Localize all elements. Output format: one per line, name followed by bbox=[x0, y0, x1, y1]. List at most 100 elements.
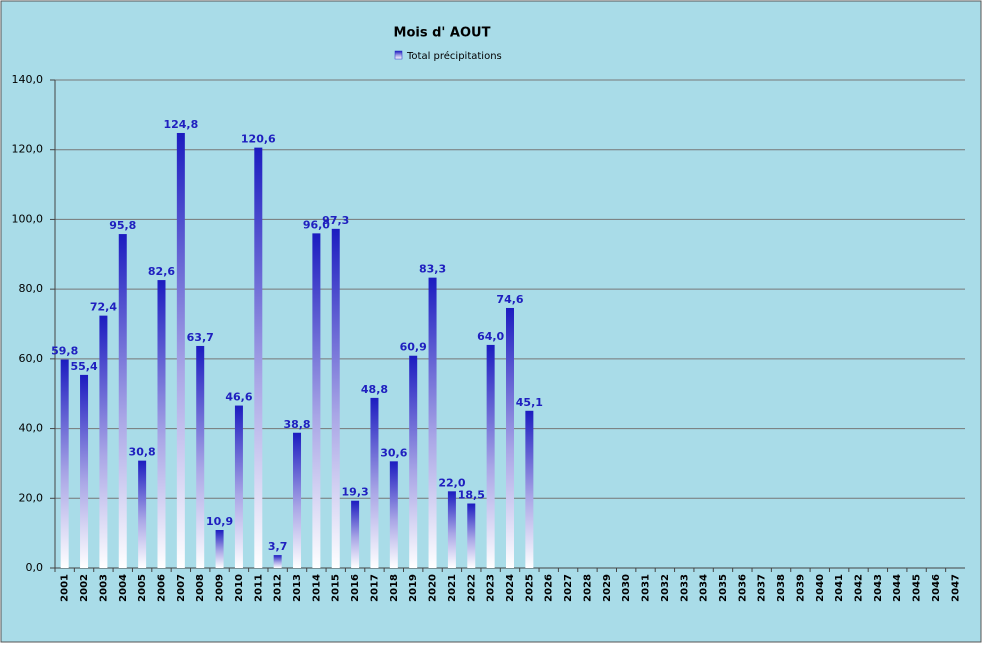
y-tick-label: 100,0 bbox=[12, 212, 44, 225]
bar bbox=[254, 147, 263, 568]
value-label: 46,6 bbox=[225, 391, 252, 404]
x-tick-label: 2007 bbox=[176, 574, 187, 602]
x-tick-label: 2024 bbox=[505, 574, 516, 602]
value-label: 74,6 bbox=[496, 293, 523, 306]
bar bbox=[312, 233, 321, 568]
x-tick-label: 2031 bbox=[641, 574, 652, 602]
value-label: 19,3 bbox=[342, 486, 369, 499]
y-tick-label: 80,0 bbox=[19, 282, 44, 295]
x-tick-label: 2003 bbox=[98, 574, 109, 602]
bar bbox=[467, 503, 476, 568]
x-tick-label: 2046 bbox=[931, 574, 942, 602]
y-tick-label: 20,0 bbox=[19, 491, 44, 504]
x-tick-label: 2039 bbox=[795, 574, 806, 602]
x-tick-label: 2019 bbox=[408, 574, 419, 602]
y-tick-label: 120,0 bbox=[12, 143, 44, 156]
x-tick-label: 2029 bbox=[602, 574, 613, 602]
legend-label: Total précipitations bbox=[406, 50, 502, 62]
bar bbox=[293, 432, 302, 568]
value-label: 63,7 bbox=[187, 331, 214, 344]
value-label: 82,6 bbox=[148, 265, 175, 278]
value-label: 18,5 bbox=[458, 489, 485, 502]
bar bbox=[99, 315, 108, 568]
value-label: 120,6 bbox=[241, 133, 276, 146]
value-label: 48,8 bbox=[361, 383, 388, 396]
value-label: 55,4 bbox=[70, 360, 97, 373]
x-tick-label: 2036 bbox=[737, 574, 748, 602]
bar bbox=[60, 359, 69, 568]
y-tick-label: 40,0 bbox=[19, 422, 44, 435]
x-tick-label: 2001 bbox=[60, 574, 71, 602]
value-label: 96,0 bbox=[303, 218, 330, 231]
x-tick-label: 2021 bbox=[447, 574, 458, 602]
x-tick-label: 2035 bbox=[718, 574, 729, 602]
value-label: 45,1 bbox=[516, 396, 543, 409]
x-tick-label: 2005 bbox=[137, 574, 148, 602]
bar bbox=[370, 397, 379, 568]
x-tick-label: 2013 bbox=[292, 574, 303, 602]
value-label: 72,4 bbox=[90, 301, 117, 314]
bar bbox=[506, 307, 514, 568]
x-tick-label: 2020 bbox=[428, 574, 439, 602]
bar bbox=[409, 355, 418, 568]
value-label: 10,9 bbox=[206, 515, 233, 528]
bar bbox=[118, 234, 127, 568]
value-label: 60,9 bbox=[400, 341, 427, 354]
x-tick-label: 2038 bbox=[776, 574, 787, 602]
x-tick-label: 2023 bbox=[486, 574, 497, 602]
x-tick-label: 2002 bbox=[79, 574, 90, 602]
value-label: 95,8 bbox=[109, 219, 136, 232]
value-label: 124,8 bbox=[163, 118, 198, 131]
bar bbox=[331, 228, 340, 568]
value-label: 30,8 bbox=[129, 446, 156, 459]
x-tick-label: 2011 bbox=[253, 574, 264, 602]
bar bbox=[428, 277, 437, 568]
bar bbox=[138, 460, 147, 568]
value-label: 59,8 bbox=[51, 345, 78, 358]
x-tick-label: 2047 bbox=[950, 574, 961, 602]
x-tick-label: 2043 bbox=[873, 574, 884, 602]
x-tick-label: 2006 bbox=[156, 574, 167, 602]
value-label: 3,7 bbox=[268, 540, 288, 553]
bar bbox=[486, 344, 495, 568]
bar bbox=[80, 374, 89, 568]
x-tick-label: 2040 bbox=[815, 574, 826, 602]
bar bbox=[234, 405, 243, 568]
x-tick-label: 2012 bbox=[273, 574, 284, 602]
x-tick-label: 2044 bbox=[892, 574, 903, 602]
x-tick-label: 2026 bbox=[544, 574, 555, 602]
bar bbox=[389, 461, 398, 568]
y-tick-label: 0,0 bbox=[26, 561, 44, 574]
x-tick-label: 2041 bbox=[834, 574, 845, 602]
x-tick-label: 2032 bbox=[660, 574, 671, 602]
x-tick-label: 2042 bbox=[854, 574, 865, 602]
value-label: 22,0 bbox=[438, 476, 465, 489]
legend-swatch bbox=[394, 50, 403, 60]
y-tick-label: 60,0 bbox=[19, 352, 44, 365]
x-tick-label: 2030 bbox=[621, 574, 632, 602]
x-tick-label: 2018 bbox=[389, 574, 400, 602]
bar bbox=[447, 491, 456, 568]
x-tick-label: 2033 bbox=[679, 574, 690, 602]
value-label: 38,8 bbox=[283, 418, 310, 431]
bar bbox=[176, 132, 185, 569]
x-tick-label: 2008 bbox=[195, 574, 206, 602]
x-tick-label: 2004 bbox=[118, 574, 129, 602]
x-tick-label: 2015 bbox=[331, 574, 342, 602]
value-label: 83,3 bbox=[419, 263, 446, 276]
x-tick-label: 2016 bbox=[350, 574, 361, 602]
x-tick-label: 2017 bbox=[369, 574, 380, 602]
bar bbox=[157, 280, 166, 568]
bar bbox=[196, 345, 205, 568]
x-tick-label: 2034 bbox=[699, 574, 710, 602]
x-tick-label: 2045 bbox=[912, 574, 923, 602]
value-label: 97,3 bbox=[322, 214, 349, 227]
x-tick-label: 2022 bbox=[466, 574, 477, 602]
x-tick-label: 2014 bbox=[311, 574, 322, 602]
x-tick-label: 2027 bbox=[563, 574, 574, 602]
y-tick-label: 140,0 bbox=[12, 73, 44, 86]
bar bbox=[273, 555, 282, 568]
x-tick-label: 2028 bbox=[582, 574, 593, 602]
bar bbox=[215, 530, 224, 568]
